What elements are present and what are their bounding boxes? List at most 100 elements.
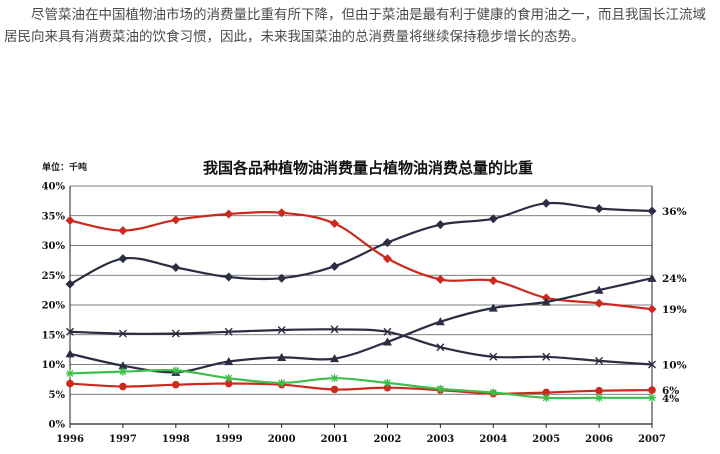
series-line xyxy=(69,211,653,311)
series-line xyxy=(69,382,653,395)
data-point xyxy=(330,218,340,228)
data-point xyxy=(382,337,392,346)
series-3 xyxy=(66,325,656,369)
data-point xyxy=(66,369,74,378)
data-point xyxy=(595,356,604,365)
data-point xyxy=(224,209,234,219)
series-2 xyxy=(65,273,657,376)
data-point xyxy=(383,378,392,387)
x-tick-label: 1997 xyxy=(109,434,137,445)
data-point xyxy=(383,327,392,336)
data-point xyxy=(224,374,233,383)
data-point xyxy=(541,297,551,306)
data-point xyxy=(277,352,287,361)
x-tick-label: 1996 xyxy=(56,434,84,445)
data-point xyxy=(66,379,74,388)
series-end-label: 4% xyxy=(662,393,679,405)
data-point xyxy=(595,393,604,402)
data-point xyxy=(118,254,128,264)
series-end-label: 24% xyxy=(662,273,687,285)
data-point xyxy=(594,204,604,214)
data-point xyxy=(65,216,75,226)
x-tick-label: 2001 xyxy=(321,434,349,445)
data-point xyxy=(542,388,550,397)
data-point xyxy=(330,325,339,334)
series-end-label: 19% xyxy=(662,304,687,316)
y-tick-label: 5% xyxy=(49,390,66,401)
data-point xyxy=(648,393,656,402)
y-tick-label: 10% xyxy=(42,360,66,371)
data-point xyxy=(277,208,287,218)
data-point xyxy=(542,352,551,361)
data-point xyxy=(118,367,127,376)
data-point xyxy=(647,273,657,282)
data-point xyxy=(488,303,498,312)
y-tick-label: 0% xyxy=(49,420,66,431)
data-point xyxy=(542,393,551,402)
data-point xyxy=(435,317,445,326)
y-tick-label: 20% xyxy=(42,301,66,312)
series-end-label: 10% xyxy=(662,360,687,372)
data-point xyxy=(65,279,75,289)
data-point xyxy=(383,383,392,392)
y-tick-label: 35% xyxy=(42,211,66,222)
data-point xyxy=(118,361,128,370)
data-point xyxy=(277,273,287,283)
x-tick-label: 2004 xyxy=(479,434,507,445)
series-1 xyxy=(65,208,657,314)
series-0 xyxy=(65,198,657,289)
x-tick-label: 2002 xyxy=(374,434,402,445)
data-point xyxy=(489,388,498,397)
x-tick-label: 2006 xyxy=(585,434,613,445)
data-point xyxy=(277,378,286,387)
data-point xyxy=(435,274,445,284)
series-5 xyxy=(66,366,656,402)
x-tick-label: 1998 xyxy=(162,434,190,445)
data-point xyxy=(647,304,657,314)
intro-paragraph: 尽管菜油在中国植物油市场的消费量比重有所下降，但由于菜油是最有利于健康的食用油之… xyxy=(4,7,706,45)
y-tick-label: 25% xyxy=(42,271,66,282)
data-point xyxy=(118,329,127,338)
tick-labels: 0% 5% 10% 15% 20% 25% 30% 35% 40% 1996 1997 1998 199… xyxy=(42,182,687,446)
data-point xyxy=(382,254,392,264)
data-point xyxy=(277,325,286,334)
data-point xyxy=(224,357,234,366)
data-point xyxy=(436,343,445,352)
data-point xyxy=(171,263,181,273)
series-end-label: 6% xyxy=(662,385,679,397)
x-tick-label: 2000 xyxy=(268,434,296,445)
data-point xyxy=(648,386,656,394)
chart-title: 我国各品种植物油消费量占植物油消费总量的比重 xyxy=(203,159,533,177)
data-point xyxy=(330,261,340,271)
series-line xyxy=(69,328,653,366)
data-point xyxy=(224,379,233,388)
data-point xyxy=(488,276,498,286)
data-point xyxy=(594,285,604,294)
x-tick-label: 1999 xyxy=(215,434,243,445)
data-point xyxy=(541,198,551,208)
series-line xyxy=(69,201,653,286)
data-point xyxy=(118,226,128,236)
data-point xyxy=(172,380,180,389)
data-point xyxy=(595,386,603,395)
series-line xyxy=(69,277,653,374)
data-point xyxy=(436,384,445,393)
data-point xyxy=(330,374,339,383)
unit-label: 单位：千吨 xyxy=(42,161,87,173)
data-point xyxy=(330,354,340,363)
data-point xyxy=(171,329,180,338)
series-4 xyxy=(66,379,656,398)
series-layer xyxy=(65,198,657,402)
data-point xyxy=(489,352,498,361)
x-tick-label: 2003 xyxy=(426,434,454,445)
series-end-label: 36% xyxy=(662,206,687,218)
y-tick-label: 30% xyxy=(42,241,66,252)
data-point xyxy=(224,272,234,282)
x-tick-label: 2007 xyxy=(638,434,666,445)
y-tick-label: 15% xyxy=(42,330,66,341)
data-point xyxy=(66,327,74,336)
y-tick-label: 40% xyxy=(42,182,66,193)
data-point xyxy=(488,214,498,224)
x-tick-label: 2005 xyxy=(532,434,560,445)
